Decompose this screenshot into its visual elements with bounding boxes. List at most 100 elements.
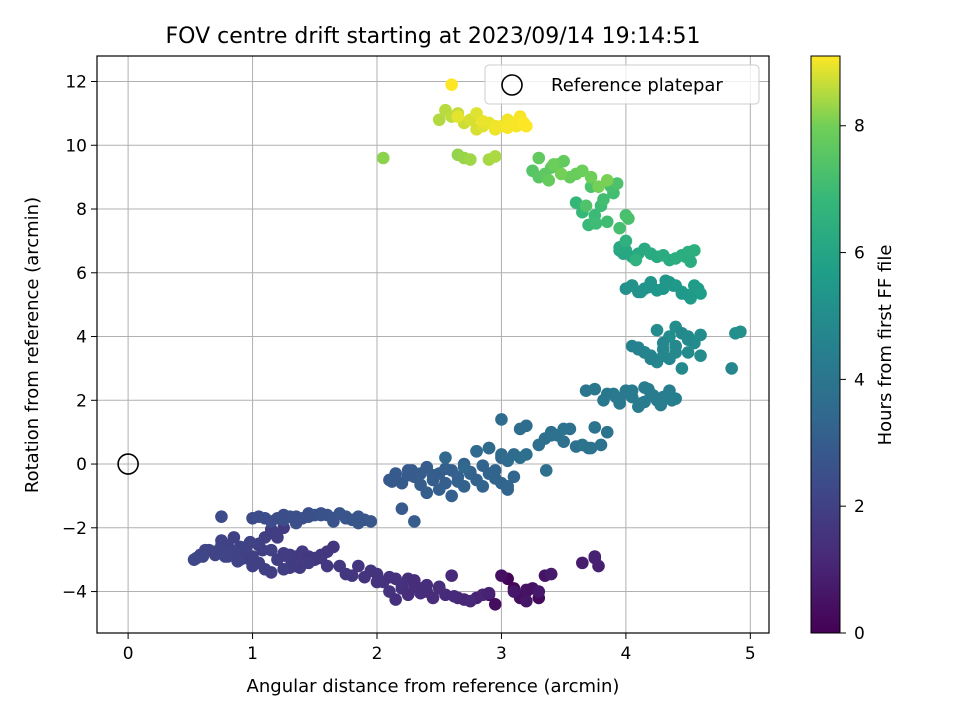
data-point [482,441,496,455]
data-point [675,362,689,375]
data-point [293,561,307,574]
y-tick-label: 12 [65,73,87,93]
data-point [451,475,465,488]
data-point [408,574,421,587]
data-point [364,564,378,578]
data-point [289,516,303,530]
data-point [445,78,458,91]
data-point [632,341,645,354]
data-point [476,115,490,128]
data-point [256,543,269,557]
data-point [634,285,648,299]
data-point [656,349,670,362]
data-point [622,212,635,225]
grid-lines [97,56,769,633]
data-point [432,580,446,594]
scatter-points [117,78,747,611]
data-point [609,390,623,404]
data-point [610,177,624,190]
data-point [277,513,290,527]
x-tick-label: 0 [123,644,134,664]
data-point [457,460,471,474]
data-point [376,151,390,165]
data-point [333,559,346,573]
data-point [584,170,598,184]
x-tick-label: 1 [247,644,258,664]
data-point [482,586,496,600]
data-point [264,543,278,557]
data-point [268,527,282,541]
data-point [532,438,546,452]
data-point [401,588,415,602]
data-point [383,570,396,584]
colorbar-tick-label: 8 [854,117,865,137]
data-point [520,419,533,433]
data-point [600,215,614,229]
data-point [594,438,608,452]
data-point [495,413,508,426]
data-point [352,516,365,530]
data-point [641,382,655,396]
data-point [600,174,614,187]
data-point [613,221,626,235]
data-point [488,598,502,611]
data-point [445,569,458,582]
data-point [271,553,284,566]
data-point [445,489,458,503]
data-point [401,468,415,482]
data-point [389,593,402,606]
y-axis-ticks: −4 −2 0 2 4 6 8 10 12 [62,73,97,603]
data-point [520,594,533,608]
x-tick-label: 4 [620,644,631,664]
data-point [451,110,465,123]
data-point [218,550,232,563]
data-point [231,554,244,568]
data-point [634,397,648,410]
data-point [408,515,421,528]
data-point [501,480,514,493]
data-point [654,398,668,412]
data-point [597,193,610,206]
data-point [243,535,257,549]
data-point [588,421,602,434]
x-axis-ticks: 0 1 2 3 4 5 [123,633,756,664]
data-point [227,531,241,544]
data-point [629,253,643,267]
data-point [542,174,556,187]
data-point [488,472,502,485]
data-point [507,470,521,484]
data-point [557,422,570,436]
data-point [659,274,673,288]
colorbar-tick-label: 4 [854,370,865,390]
data-point [734,325,747,339]
data-point [246,550,259,563]
data-point [554,167,568,181]
data-point [544,429,558,442]
chart-title: FOV centre drift starting at 2023/09/14 … [166,24,701,49]
data-point [314,508,328,522]
data-point [688,244,701,257]
data-point [507,585,521,598]
colorbar [810,55,841,634]
colorbar-tick-label: 0 [854,624,865,644]
colorbar-label: Hours from first FF file [875,245,896,446]
y-tick-label: 2 [76,391,87,411]
data-point [675,287,689,300]
data-point [544,567,558,581]
data-point [619,234,633,248]
data-point [539,464,553,477]
data-point [327,515,340,528]
y-tick-label: 6 [76,264,87,284]
data-point [517,116,531,130]
data-point [588,382,602,396]
legend-label-reference: Reference platepar [551,75,723,96]
data-point [395,502,409,515]
data-point [569,196,583,209]
data-point [576,164,589,178]
data-point [432,113,446,127]
colorbar-ticks: 0 2 4 6 8 [840,117,865,644]
data-point [198,543,212,557]
data-point [426,468,440,482]
data-point [439,462,452,476]
